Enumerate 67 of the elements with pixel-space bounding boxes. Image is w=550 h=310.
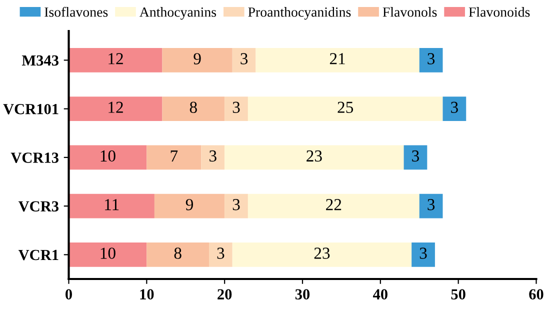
bar (154, 194, 225, 218)
y-tick-label: VCR101 (3, 104, 58, 114)
y-tick-label: M343 (22, 55, 59, 66)
data-label: 8 (190, 102, 197, 113)
data-label: 3 (217, 248, 224, 259)
bar (419, 48, 443, 72)
data-label: 8 (174, 248, 182, 259)
bar (162, 96, 225, 121)
data-label: 11 (105, 199, 119, 210)
data-label: 12 (108, 102, 123, 113)
y-tick-label: VCR3 (18, 201, 59, 212)
x-tick-label: 20 (218, 289, 232, 300)
data-label: 3 (412, 150, 419, 162)
bar (224, 145, 404, 170)
x-tick-label: 30 (295, 289, 310, 300)
bar (146, 145, 202, 170)
data-label: 3 (232, 199, 240, 210)
data-label: 9 (186, 199, 194, 210)
data-label: 25 (338, 102, 354, 113)
x-tick-label: 40 (372, 289, 388, 300)
y-tick-label: VCR1 (18, 250, 58, 260)
data-label: 23 (306, 150, 322, 162)
data-label: 3 (428, 199, 435, 210)
bar (68, 242, 147, 267)
data-label: 3 (451, 102, 458, 113)
data-label: 3 (232, 102, 240, 113)
data-label: 3 (210, 150, 216, 162)
x-tick-label: 0 (66, 289, 72, 300)
bar (224, 96, 248, 121)
x-tick-label: 60 (529, 289, 544, 300)
bar (442, 96, 466, 121)
bar (248, 194, 420, 218)
bar (68, 194, 154, 218)
data-label: 10 (100, 150, 116, 162)
bar (68, 48, 162, 72)
bar (232, 48, 256, 72)
y-tick-label: VCR13 (10, 152, 59, 163)
bar (412, 242, 435, 267)
legend-label: Proanthocyanidins (248, 7, 351, 20)
legend-label: Isoflavones (44, 6, 108, 17)
bar (209, 242, 232, 267)
data-label: 21 (330, 53, 345, 64)
data-label: 10 (100, 248, 116, 259)
data-label: 3 (240, 53, 248, 64)
data-label: 12 (108, 53, 123, 64)
legend-label: Flavonols (382, 7, 437, 17)
bar (419, 194, 443, 218)
bar (256, 48, 420, 72)
bar (68, 145, 147, 170)
bar (146, 242, 209, 267)
bar (68, 96, 162, 121)
bar (162, 48, 232, 72)
data-label: 7 (170, 150, 178, 162)
data-label: 9 (194, 53, 201, 64)
x-tick-label: 10 (140, 289, 154, 300)
bar (248, 96, 443, 121)
legend-label: Flavonoids (468, 7, 530, 17)
bar (201, 145, 225, 170)
data-label: 3 (420, 248, 427, 259)
bar (404, 145, 428, 170)
data-label: 23 (314, 248, 330, 259)
bar (224, 194, 248, 218)
data-label: 22 (326, 199, 342, 210)
bar (232, 242, 412, 267)
x-tick-label: 50 (451, 289, 466, 300)
legend-label: Anthocyanins (140, 7, 216, 20)
data-label: 3 (428, 53, 435, 64)
